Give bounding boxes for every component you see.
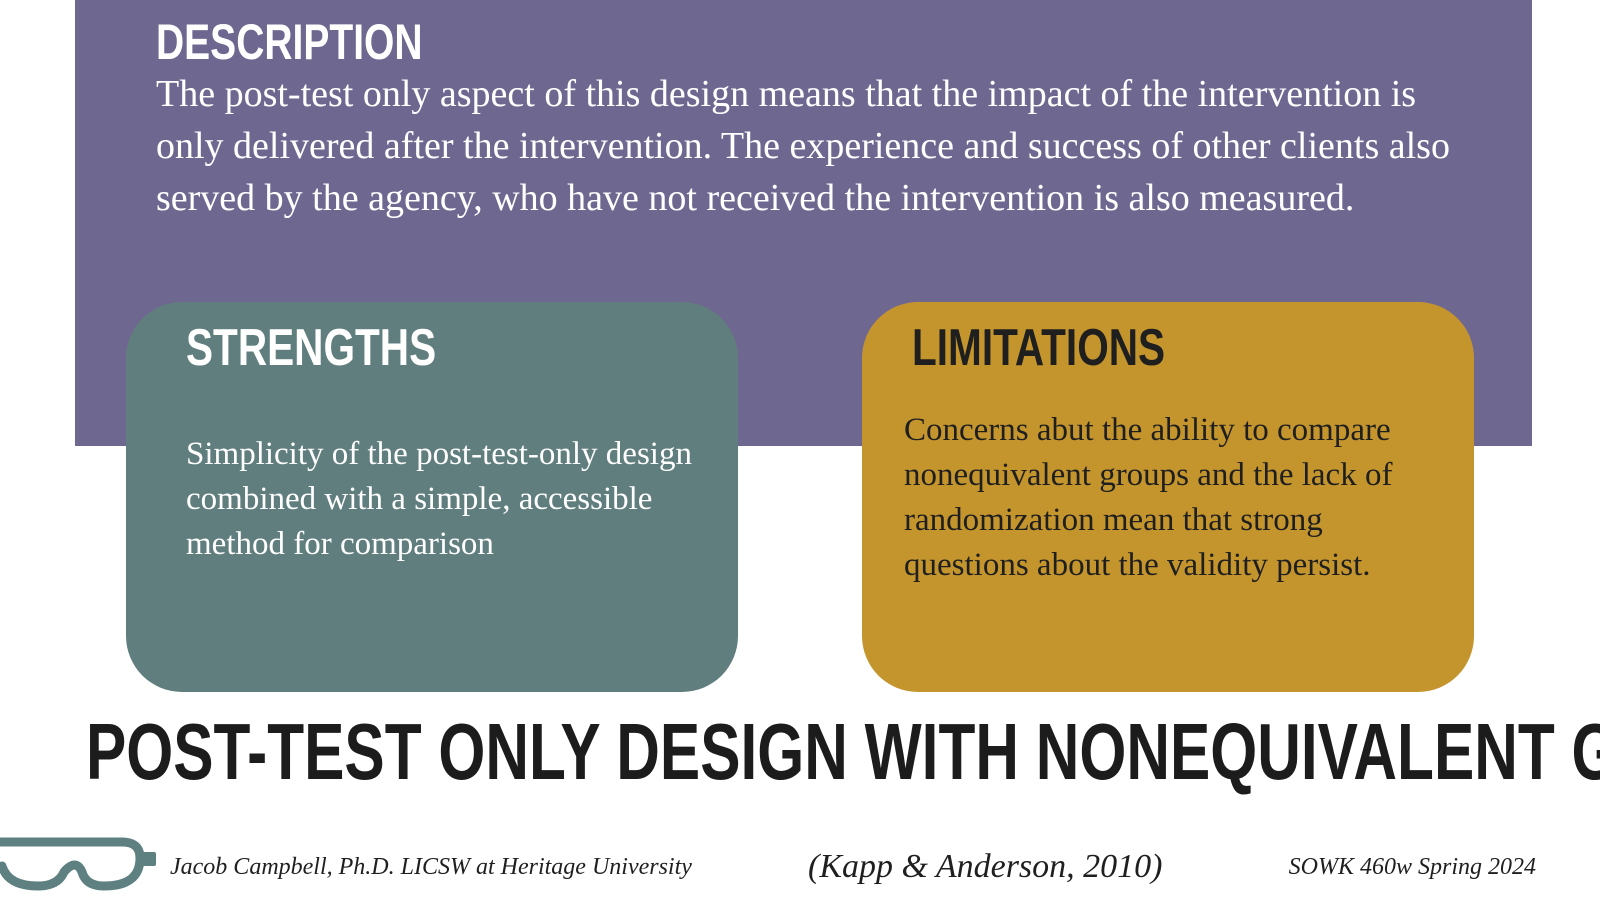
description-heading: DESCRIPTION [156, 14, 423, 70]
footer-author: Jacob Campbell, Ph.D. LICSW at Heritage … [170, 854, 692, 880]
description-text: The post-test only aspect of this design… [156, 73, 1450, 219]
strengths-text: Simplicity of the post-test-only design … [186, 436, 692, 562]
limitations-heading: LIMITATIONS [912, 319, 1166, 377]
limitations-card: LIMITATIONS Concerns abut the ability to… [862, 302, 1474, 692]
slide-title: POST-TEST ONLY DESIGN WITH NONEQUIVALENT… [86, 707, 1600, 796]
footer-course: SOWK 460w Spring 2024 [1288, 854, 1536, 880]
strengths-heading: STRENGTHS [186, 319, 437, 377]
goggles-icon [0, 837, 156, 891]
footer-citation: (Kapp & Anderson, 2010) [808, 848, 1163, 885]
limitations-text: Concerns abut the ability to compare non… [904, 412, 1393, 583]
strengths-card: STRENGTHS Simplicity of the post-test-on… [126, 302, 738, 692]
